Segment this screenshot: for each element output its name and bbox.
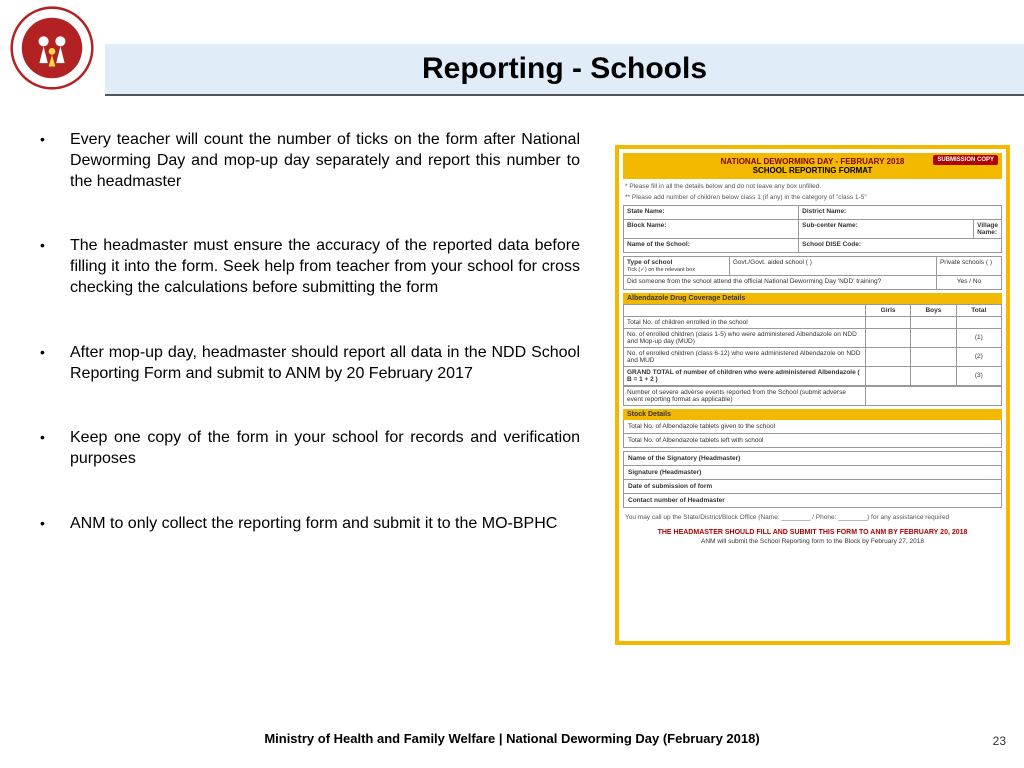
form-footnote: THE HEADMASTER SHOULD FILL AND SUBMIT TH… bbox=[623, 529, 1002, 536]
slide-footer: Ministry of Health and Family Welfare | … bbox=[0, 731, 1024, 746]
form-title: NATIONAL DEWORMING DAY - FEBRUARY 2018 bbox=[721, 157, 905, 166]
contact-line: You may call up the State/District/Block… bbox=[625, 514, 1000, 522]
coverage-section-header: Albendazole Drug Coverage Details bbox=[623, 293, 1002, 304]
bullet-content: Every teacher will count the number of t… bbox=[40, 130, 580, 579]
coverage-table: Girls Boys Total Total No. of children e… bbox=[623, 304, 1002, 386]
form-note: * Please fill in all the details below a… bbox=[625, 183, 1000, 191]
bullet-item: The headmaster must ensure the accuracy … bbox=[40, 236, 580, 298]
adverse-table: Number of severe adverse events reported… bbox=[623, 386, 1002, 406]
slide-title: Reporting - Schools bbox=[422, 52, 707, 86]
form-header: NATIONAL DEWORMING DAY - FEBRUARY 2018 S… bbox=[623, 153, 1002, 179]
school-type-table: Type of school Tick (✓) on the relevant … bbox=[623, 256, 1002, 290]
bullet-item: After mop-up day, headmaster should repo… bbox=[40, 343, 580, 385]
id-fields-table: State Name: District Name: Block Name: S… bbox=[623, 205, 1002, 253]
form-preview: NATIONAL DEWORMING DAY - FEBRUARY 2018 S… bbox=[615, 145, 1010, 645]
nhm-logo bbox=[10, 6, 94, 90]
submission-badge: SUBMISSION COPY bbox=[933, 155, 998, 165]
bullet-item: Keep one copy of the form in your school… bbox=[40, 428, 580, 470]
page-number: 23 bbox=[993, 734, 1006, 748]
stock-section-header: Stock Details bbox=[623, 409, 1002, 420]
bullet-item: ANM to only collect the reporting form a… bbox=[40, 514, 580, 535]
form-subtitle: SCHOOL REPORTING FORMAT bbox=[753, 166, 873, 175]
form-footnote2: ANM will submit the School Reporting for… bbox=[623, 538, 1002, 545]
title-bar: Reporting - Schools bbox=[105, 44, 1024, 96]
form-note: ** Please add number of children below c… bbox=[625, 194, 1000, 202]
bullet-item: Every teacher will count the number of t… bbox=[40, 130, 580, 192]
